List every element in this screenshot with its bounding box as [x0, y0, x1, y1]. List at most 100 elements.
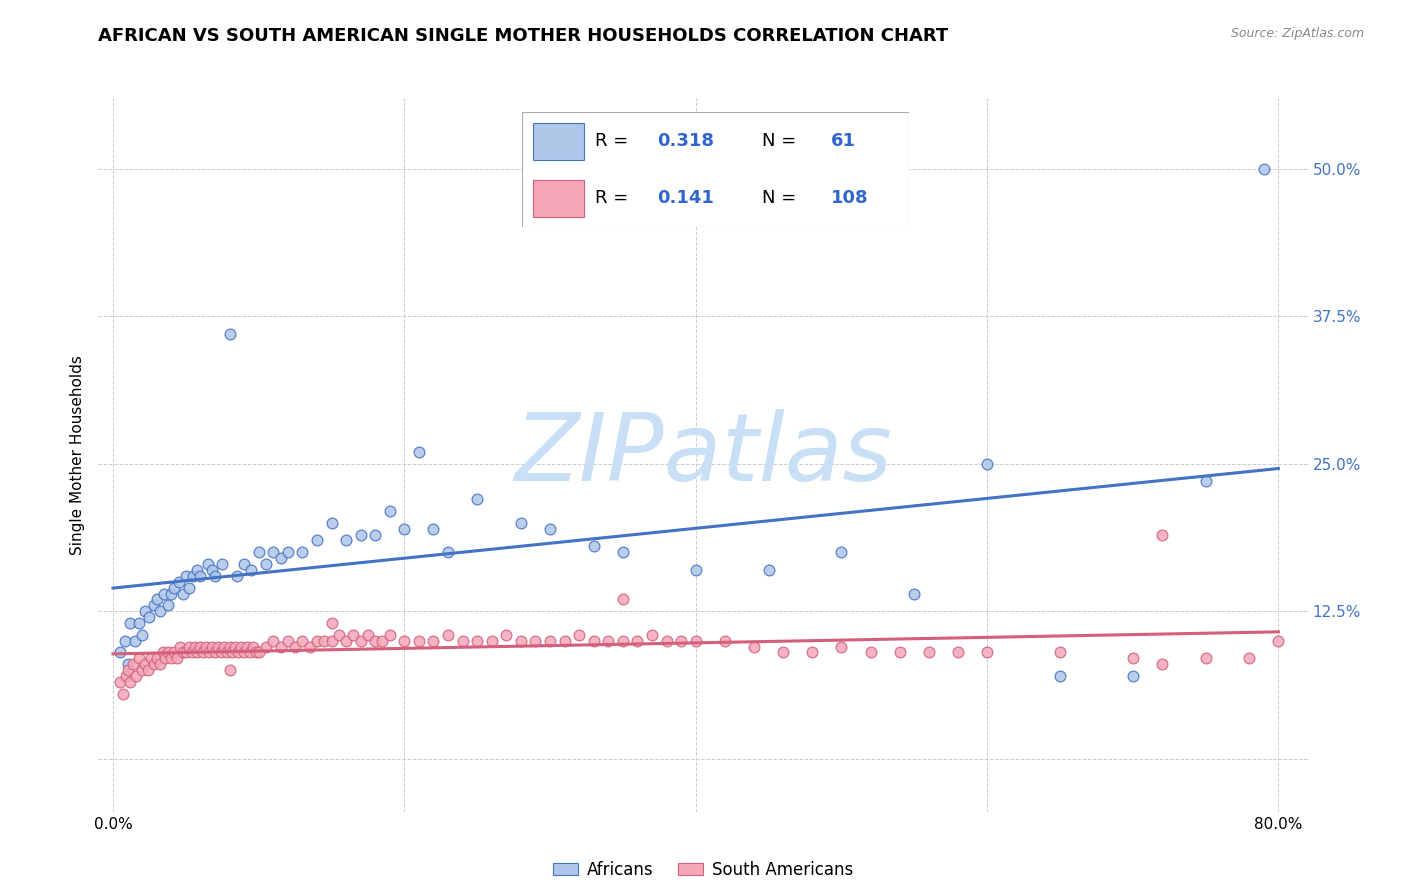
Point — [247, 545, 270, 559]
Point — [291, 633, 314, 648]
Point — [174, 645, 197, 659]
Point — [207, 640, 229, 654]
Point — [254, 640, 277, 654]
Legend: Africans, South Americans: Africans, South Americans — [547, 855, 859, 886]
Point — [117, 663, 139, 677]
Point — [305, 533, 328, 548]
Point — [209, 645, 232, 659]
Point — [180, 645, 202, 659]
Point — [655, 633, 678, 648]
Point — [149, 604, 172, 618]
Point — [321, 633, 343, 648]
Point — [1253, 161, 1275, 176]
Point — [160, 586, 183, 600]
Point — [364, 633, 387, 648]
Point — [1049, 645, 1071, 659]
Point — [218, 640, 240, 654]
Point — [114, 633, 136, 648]
Point — [163, 645, 186, 659]
Y-axis label: Single Mother Households: Single Mother Households — [70, 355, 86, 555]
Point — [117, 657, 139, 672]
Point — [183, 640, 205, 654]
Point — [128, 651, 150, 665]
Point — [284, 640, 307, 654]
Point — [152, 645, 174, 659]
Point — [172, 586, 194, 600]
Point — [357, 628, 380, 642]
Point — [1194, 475, 1216, 489]
Point — [1049, 669, 1071, 683]
Point — [115, 669, 138, 683]
Point — [193, 645, 215, 659]
Point — [335, 533, 357, 548]
Point — [186, 563, 208, 577]
Point — [224, 640, 246, 654]
Point — [538, 633, 561, 648]
Point — [298, 640, 321, 654]
Point — [408, 633, 430, 648]
Point — [190, 640, 212, 654]
Point — [145, 592, 167, 607]
Point — [314, 633, 336, 648]
Point — [758, 563, 780, 577]
Point — [291, 545, 314, 559]
Point — [1122, 651, 1144, 665]
Point — [1239, 651, 1261, 665]
Point — [394, 633, 416, 648]
Point — [172, 645, 194, 659]
Point — [582, 633, 605, 648]
Point — [124, 633, 146, 648]
Point — [685, 563, 707, 577]
Point — [277, 545, 299, 559]
Point — [946, 645, 969, 659]
Point — [371, 633, 394, 648]
Point — [221, 645, 243, 659]
Point — [1150, 527, 1173, 541]
Point — [195, 640, 218, 654]
Point — [134, 657, 156, 672]
Point — [131, 628, 153, 642]
Point — [233, 645, 256, 659]
Point — [378, 504, 401, 518]
Point — [254, 557, 277, 571]
Point — [270, 640, 292, 654]
Point — [976, 457, 998, 471]
Point — [201, 640, 224, 654]
Text: AFRICAN VS SOUTH AMERICAN SINGLE MOTHER HOUSEHOLDS CORRELATION CHART: AFRICAN VS SOUTH AMERICAN SINGLE MOTHER … — [98, 27, 949, 45]
Point — [465, 492, 488, 507]
Point — [145, 651, 167, 665]
Point — [524, 633, 547, 648]
Point — [215, 645, 238, 659]
Point — [509, 516, 531, 530]
Point — [204, 645, 226, 659]
Text: Source: ZipAtlas.com: Source: ZipAtlas.com — [1230, 27, 1364, 40]
Point — [262, 545, 284, 559]
Point — [305, 633, 328, 648]
Point — [155, 651, 177, 665]
Point — [451, 633, 474, 648]
Point — [136, 663, 159, 677]
Point — [277, 633, 299, 648]
Point — [335, 633, 357, 648]
Point — [174, 569, 197, 583]
Point — [134, 604, 156, 618]
Point — [181, 569, 204, 583]
Point — [197, 557, 219, 571]
Point — [120, 615, 142, 630]
Point — [242, 640, 264, 654]
Point — [903, 586, 925, 600]
Point — [211, 557, 233, 571]
Point — [157, 599, 180, 613]
Point — [328, 628, 350, 642]
Point — [321, 516, 343, 530]
Point — [669, 633, 692, 648]
Point — [538, 522, 561, 536]
Point — [166, 651, 188, 665]
Point — [685, 633, 707, 648]
Point — [226, 645, 249, 659]
Point — [889, 645, 911, 659]
Point — [198, 645, 221, 659]
Point — [612, 633, 634, 648]
Point — [364, 527, 387, 541]
Point — [714, 633, 737, 648]
